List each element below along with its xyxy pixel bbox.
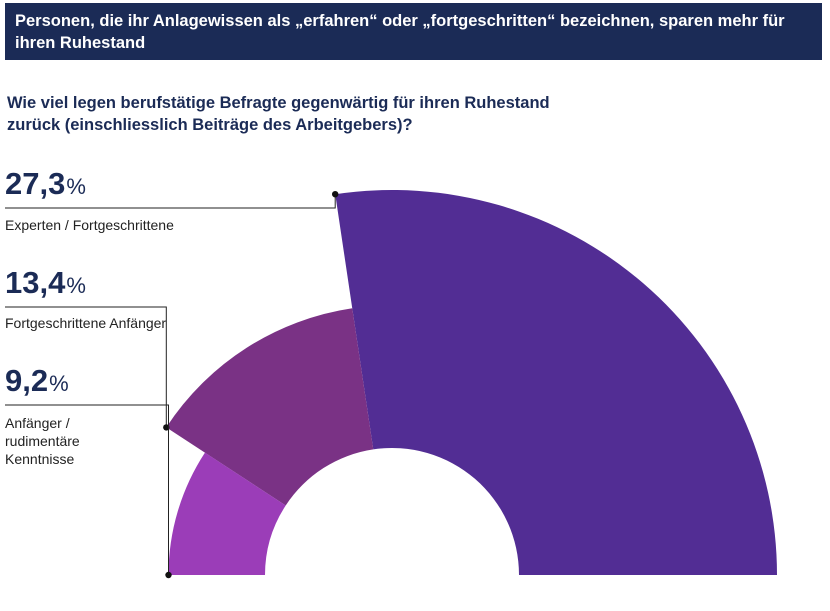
label-line: Fortgeschrittene Anfänger: [5, 315, 167, 331]
chart-title: Personen, die ihr Anlagewissen als „erfa…: [15, 12, 785, 52]
chart-subtitle: Wie viel legen berufstätige Befragte geg…: [7, 94, 550, 134]
value-unit: %: [66, 273, 86, 298]
leader-line-2: [5, 404, 169, 575]
category-label-anfaenger: Anfänger / rudimentäre Kenntnisse: [5, 414, 80, 468]
label-line: rudimentäre: [5, 433, 80, 449]
leader-line-0: [5, 194, 336, 209]
value-number: 27,3: [5, 166, 66, 201]
header-banner: Personen, die ihr Anlagewissen als „erfa…: [5, 3, 822, 60]
leader-dot-2: [165, 571, 172, 579]
value-unit: %: [66, 174, 86, 199]
label-line: Kenntnisse: [5, 451, 75, 467]
value-label-fortgeschrittene-anfaenger: 13,4%: [5, 265, 86, 304]
value-unit: %: [49, 371, 69, 396]
slice-1: [166, 308, 374, 506]
value-label-anfaenger: 9,2%: [5, 363, 69, 402]
category-label-experten: Experten / Fortgeschrittene: [5, 216, 174, 234]
leader-line-1: [5, 306, 167, 428]
label-line: Experten / Fortgeschrittene: [5, 217, 174, 233]
slice-2: [168, 452, 286, 575]
slice-0: [335, 190, 777, 575]
category-label-fortgeschrittene-anfaenger: Fortgeschrittene Anfänger: [5, 314, 166, 332]
leader-dot-0: [332, 191, 339, 198]
leader-dot-1: [163, 424, 170, 431]
value-number: 9,2: [5, 363, 49, 398]
label-line: Anfänger /: [5, 415, 70, 431]
value-label-experten: 27,3%: [5, 166, 86, 205]
value-number: 13,4: [5, 265, 66, 300]
